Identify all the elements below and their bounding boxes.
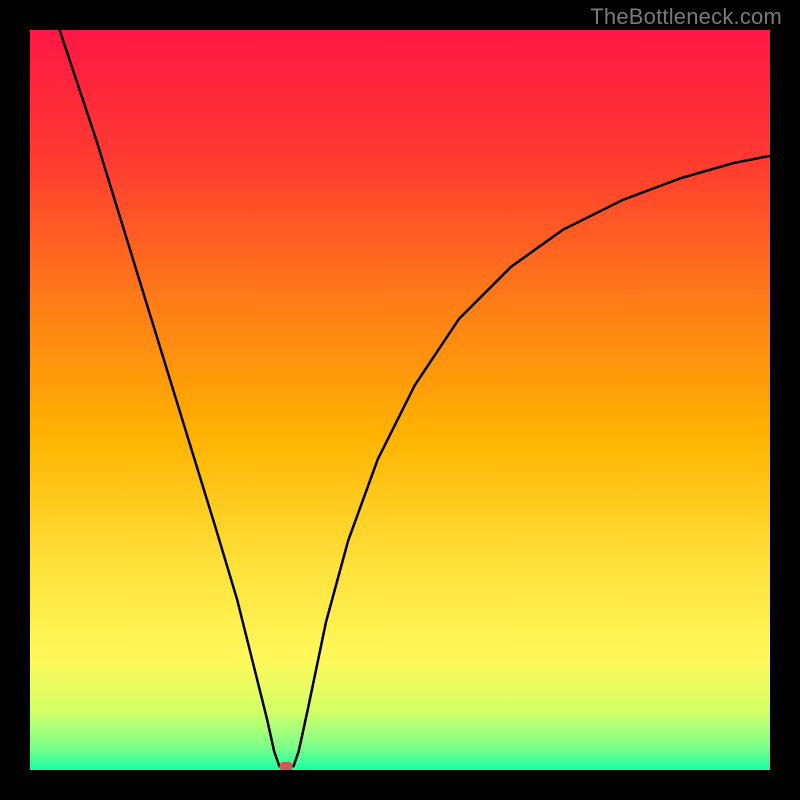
optimum-marker	[279, 762, 292, 770]
chart-frame	[30, 30, 770, 770]
bottleneck-chart	[30, 30, 770, 770]
watermark-text: TheBottleneck.com	[590, 4, 782, 30]
chart-background	[30, 30, 770, 770]
